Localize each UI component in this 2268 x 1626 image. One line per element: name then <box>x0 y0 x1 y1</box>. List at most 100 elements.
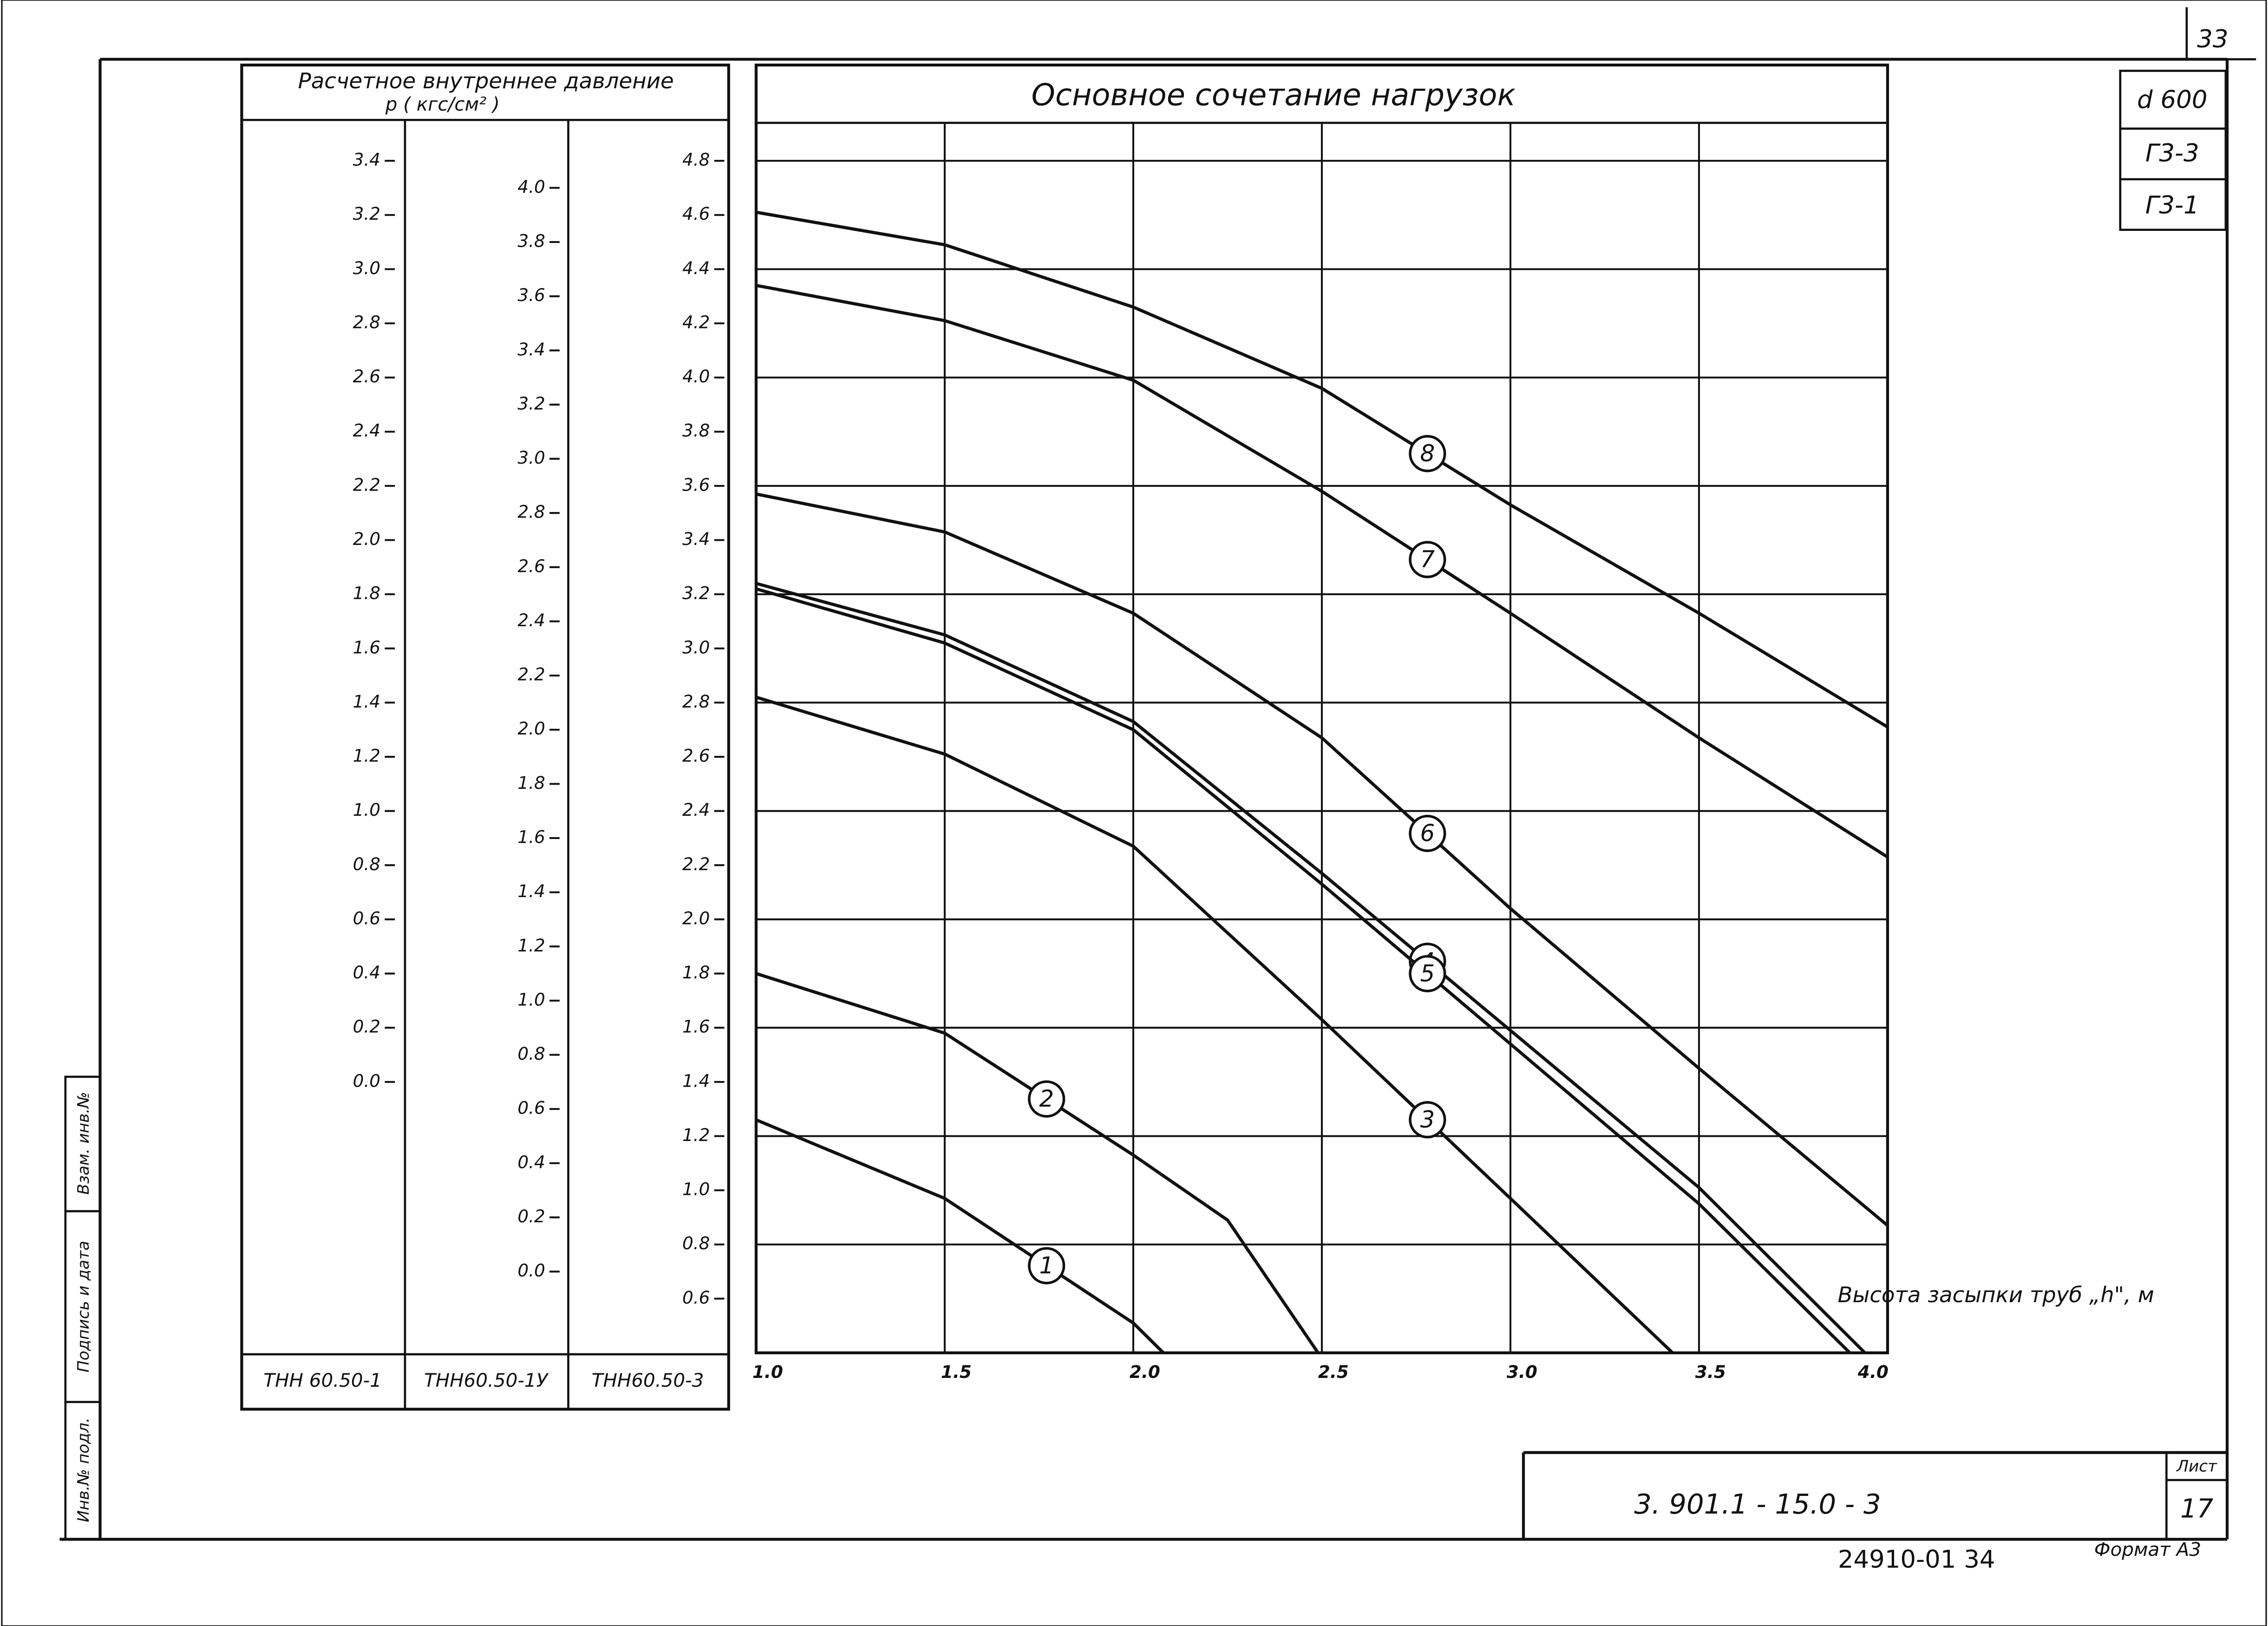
curve-label: 7 <box>1420 546 1435 573</box>
x-tick-label: 4.0 <box>1857 1362 1889 1382</box>
y-tick-label: 4.6 <box>682 203 710 224</box>
y-tick-label: 3.2 <box>353 203 380 224</box>
y-tick-label: 4.0 <box>682 366 710 387</box>
y-tick-label: 1.0 <box>682 1179 710 1200</box>
code-box <box>2119 70 2227 231</box>
sheet-number: 17 <box>2180 1494 2214 1524</box>
curve-label: 5 <box>1420 960 1435 987</box>
sheet-label: Лист <box>2176 1457 2217 1475</box>
y-tick-label: 3.4 <box>682 529 710 549</box>
curve-label-circle <box>1409 541 1446 578</box>
curve-label-circle <box>1409 814 1446 852</box>
y-tick-label: 1.4 <box>682 1070 710 1091</box>
y-tick-label: 0.6 <box>682 1287 710 1308</box>
curve <box>756 210 1889 728</box>
y-tick-label: 1.4 <box>517 881 545 901</box>
curve-label: 3 <box>1420 1106 1435 1133</box>
x-axis-label: Высота засыпки труб „h", м <box>1838 1283 2154 1308</box>
y-tick-label: 2.4 <box>353 420 380 441</box>
curve <box>755 695 1674 1354</box>
side-stamp <box>64 1075 101 1541</box>
document-number: 3. 901.1 - 15.0 - 3 <box>1634 1488 1881 1520</box>
side-label: Инв.№ подл. <box>74 1417 93 1522</box>
y-tick-label: 1.6 <box>517 826 545 847</box>
code-g3-1: Г3-1 <box>2145 191 2199 220</box>
curve-label: 2 <box>1039 1085 1054 1112</box>
y-tick-label: 2.8 <box>517 502 545 522</box>
y-tick-label: 1.6 <box>353 637 380 657</box>
curve-label-circle <box>1028 1247 1065 1285</box>
curve <box>755 587 1851 1354</box>
axis-name: ТНН60.50-3 <box>592 1369 704 1391</box>
y-tick-label: 1.4 <box>353 691 380 712</box>
y-tick-label: 3.0 <box>517 447 545 468</box>
y-tick-label: 1.6 <box>682 1016 710 1037</box>
y-tick-label: 1.2 <box>353 746 380 766</box>
curve-label-circle <box>1409 1101 1446 1139</box>
y-tick-label: 0.0 <box>517 1260 545 1281</box>
y-tick-label: 1.2 <box>517 935 545 956</box>
curve <box>756 582 1866 1354</box>
y-tick-label: 2.8 <box>353 312 380 332</box>
code-g3-3: Г3-3 <box>2145 139 2199 168</box>
curve <box>755 972 1320 1354</box>
y-tick-label: 0.8 <box>682 1233 710 1253</box>
format-label: Формат А3 <box>2094 1538 2201 1560</box>
page-number: 33 <box>2197 25 2228 53</box>
pressure-table <box>240 63 730 1411</box>
y-tick-label: 2.2 <box>353 474 380 495</box>
x-tick-label: 2.0 <box>1130 1362 1160 1382</box>
axis-name: ТНН 60.50-1 <box>263 1369 381 1391</box>
y-tick-label: 3.0 <box>353 258 380 278</box>
curve-label: 8 <box>1420 440 1435 467</box>
y-tick-label: 3.8 <box>682 420 710 441</box>
y-tick-label: 4.2 <box>682 312 710 332</box>
y-tick-label: 0.8 <box>353 854 380 874</box>
chart-title: Основное сочетание нагрузок <box>1032 78 1516 113</box>
y-tick-label: 3.2 <box>517 393 545 413</box>
y-tick-label: 2.2 <box>682 854 710 874</box>
curve <box>756 492 1889 1227</box>
y-tick-label: 0.4 <box>353 962 380 983</box>
y-tick-label: 1.8 <box>353 583 380 603</box>
y-tick-label: 0.6 <box>353 908 380 928</box>
y-tick-label: 3.6 <box>682 474 710 495</box>
y-tick-label: 0.2 <box>353 1016 380 1037</box>
x-tick-label: 2.5 <box>1318 1362 1349 1382</box>
curve-label: 1 <box>1039 1252 1054 1279</box>
curve <box>756 283 1889 859</box>
curve-label-circle <box>1028 1080 1065 1118</box>
y-tick-label: 1.0 <box>353 800 380 820</box>
pressure-unit: p ( кгс/см² ) <box>385 93 500 115</box>
axis-name: ТНН60.50-1У <box>424 1369 549 1391</box>
y-tick-label: 2.0 <box>353 529 380 549</box>
y-tick-label: 2.4 <box>682 800 710 820</box>
y-tick-label: 3.6 <box>517 285 545 305</box>
y-tick-label: 0.8 <box>517 1043 545 1064</box>
y-tick-label: 4.4 <box>682 258 710 278</box>
y-tick-label: 4.0 <box>517 177 545 197</box>
y-tick-label: 2.2 <box>517 664 545 685</box>
curve-label-circle <box>1409 435 1446 472</box>
side-label: Подпись и дата <box>74 1241 93 1372</box>
y-tick-label: 2.6 <box>353 366 380 387</box>
y-tick-label: 2.4 <box>517 610 545 630</box>
x-tick-label: 3.5 <box>1695 1362 1726 1382</box>
y-tick-label: 1.8 <box>517 773 545 793</box>
y-tick-label: 1.0 <box>517 989 545 1010</box>
y-tick-label: 0.2 <box>517 1206 545 1226</box>
y-tick-label: 4.8 <box>682 150 710 170</box>
y-tick-label: 0.4 <box>517 1152 545 1172</box>
y-tick-label: 2.8 <box>682 691 710 712</box>
y-tick-label: 2.0 <box>517 718 545 739</box>
curve-label-circle <box>1409 955 1446 992</box>
y-tick-label: 3.4 <box>517 339 545 360</box>
x-tick-label: 1.5 <box>941 1362 972 1382</box>
code-d: d 600 <box>2137 85 2207 114</box>
y-tick-label: 3.4 <box>353 150 380 170</box>
pressure-header: Расчетное внутреннее давление <box>298 69 674 94</box>
x-tick-label: 1.0 <box>752 1362 783 1382</box>
y-tick-label: 2.6 <box>682 746 710 766</box>
